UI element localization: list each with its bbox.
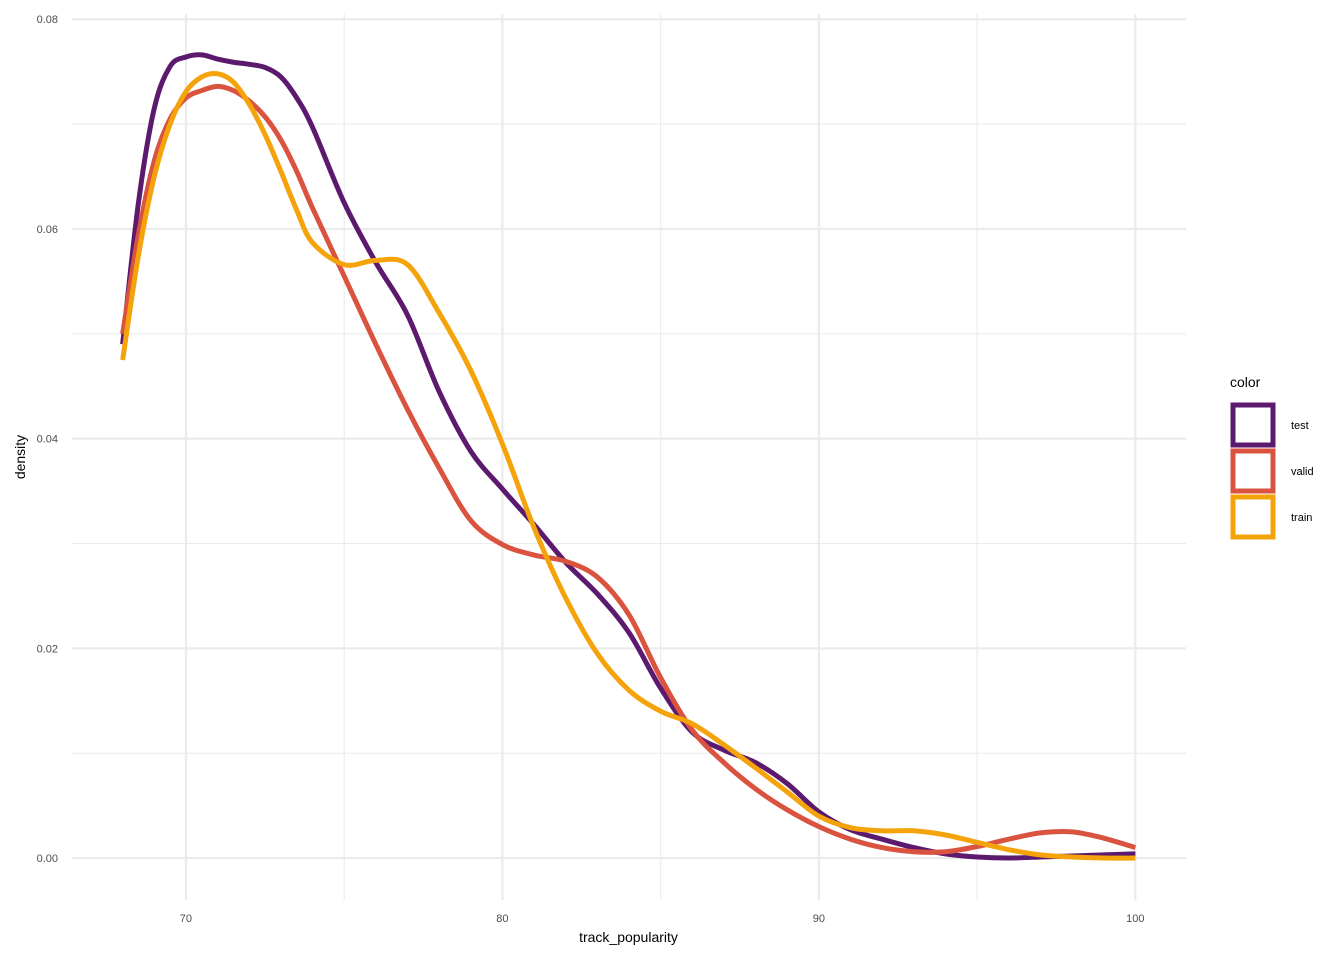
legend-label-train: train — [1291, 512, 1312, 524]
series-line-test — [120, 52, 1136, 861]
minor-gridlines — [72, 14, 1186, 900]
x-axis-title: track_popularity — [579, 929, 678, 945]
y-axis-title: density — [12, 435, 28, 479]
x-tick-label: 100 — [1126, 913, 1144, 925]
x-tick-label: 90 — [813, 913, 825, 925]
y-axis-tick-labels: 0.00 0.02 0.04 0.06 0.08 — [37, 14, 58, 865]
legend-title: color — [1230, 374, 1261, 390]
legend-key-valid — [1230, 448, 1276, 494]
y-tick-label: 0.06 — [37, 224, 58, 236]
major-gridlines — [72, 14, 1186, 900]
series-line-valid — [120, 83, 1137, 855]
x-tick-label: 80 — [496, 913, 508, 925]
y-tick-label: 0.04 — [37, 434, 58, 446]
series-line-train — [120, 70, 1136, 861]
y-tick-label: 0.08 — [37, 14, 58, 26]
legend-items: test valid train — [1230, 402, 1314, 540]
legend-key-test — [1230, 402, 1276, 448]
legend-key-train — [1230, 494, 1276, 540]
x-tick-label: 70 — [180, 913, 192, 925]
y-tick-label: 0.02 — [37, 643, 58, 655]
legend-label-test: test — [1291, 420, 1309, 432]
legend: color test valid train — [1230, 374, 1314, 540]
series-lines — [120, 52, 1137, 861]
legend-label-valid: valid — [1291, 466, 1314, 478]
x-axis-tick-labels: 70 80 90 100 — [180, 913, 1145, 925]
y-tick-label: 0.00 — [37, 853, 58, 865]
